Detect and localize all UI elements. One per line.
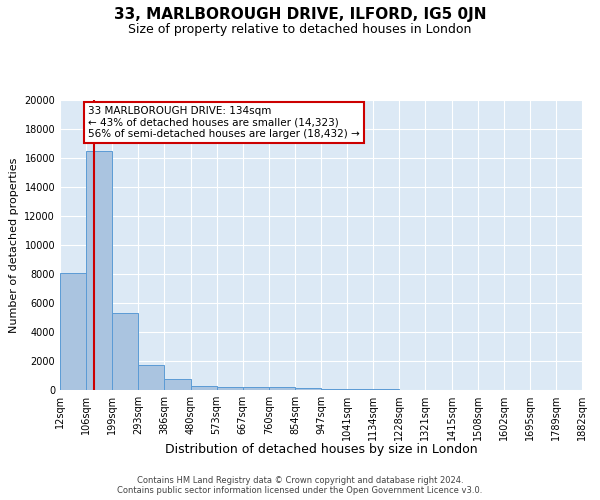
Bar [243, 386, 269, 390]
Bar [139, 364, 164, 390]
Bar [269, 386, 295, 390]
Text: 33, MARLBOROUGH DRIVE, ILFORD, IG5 0JN: 33, MARLBOROUGH DRIVE, ILFORD, IG5 0JN [114, 8, 486, 22]
Bar [60, 272, 86, 390]
Text: Contains HM Land Registry data © Crown copyright and database right 2024.
Contai: Contains HM Land Registry data © Crown c… [118, 476, 482, 495]
Bar [217, 386, 243, 390]
Bar [295, 388, 321, 390]
Bar [86, 151, 112, 390]
Text: Distribution of detached houses by size in London: Distribution of detached houses by size … [164, 442, 478, 456]
Y-axis label: Number of detached properties: Number of detached properties [9, 158, 19, 332]
Bar [321, 389, 347, 390]
Bar [191, 386, 217, 390]
Text: Size of property relative to detached houses in London: Size of property relative to detached ho… [128, 22, 472, 36]
Bar [164, 379, 191, 390]
Bar [347, 389, 373, 390]
Bar [112, 313, 139, 390]
Text: 33 MARLBOROUGH DRIVE: 134sqm
← 43% of detached houses are smaller (14,323)
56% o: 33 MARLBOROUGH DRIVE: 134sqm ← 43% of de… [88, 106, 360, 139]
